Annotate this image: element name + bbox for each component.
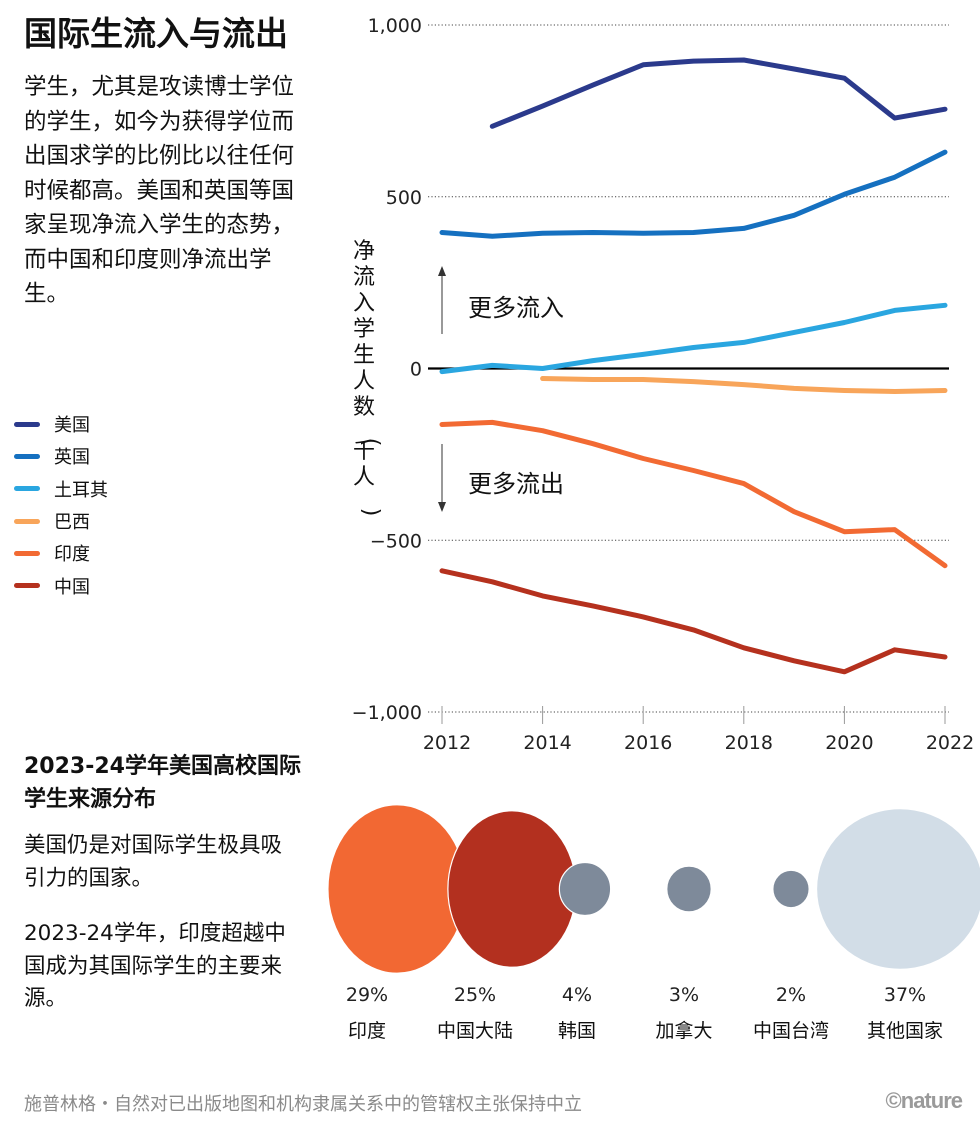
y-tick-label: 1,000	[368, 15, 422, 37]
legend-swatch	[14, 453, 40, 459]
chart-legend: 美国英国土耳其巴西印度中国	[14, 408, 108, 602]
y-tick-labels: 1,000 500 0 −500 −1,000	[352, 15, 422, 724]
y-tick-label: −500	[370, 530, 422, 552]
svg-text:人: 人	[353, 465, 375, 490]
legend-item: 土耳其	[14, 473, 108, 505]
x-tick-labels: 2012 2014 2016 2018 2020 2022	[423, 706, 974, 754]
bubble-韩国	[558, 861, 612, 917]
legend-swatch	[14, 550, 40, 556]
svg-text:数: 数	[353, 395, 375, 420]
bubble-category-label: 韩国	[558, 1020, 596, 1042]
bubble-中国台湾	[772, 869, 810, 909]
intro-text: 学生，尤其是攻读博士学位的学生，如今为获得学位而出国求学的比例比以往任何时候都高…	[24, 74, 295, 307]
legend-label: 美国	[54, 415, 90, 437]
bubble-加拿大	[666, 865, 712, 913]
svg-text:(: (	[358, 438, 383, 447]
svg-text:净: 净	[353, 239, 375, 264]
section-title: 2023-24学年美国高校国际学生来源分布	[24, 754, 301, 812]
y-tick-label: −1,000	[352, 702, 422, 724]
legend-label: 中国	[54, 576, 90, 598]
legend-swatch	[14, 518, 40, 524]
up-arrow-icon	[438, 266, 446, 276]
section-text-1: 美国仍是对国际学生极具吸引力的国家。	[24, 833, 283, 891]
bubble-percent-label: 29%	[346, 984, 388, 1006]
outflow-annotation: 更多流出	[438, 444, 564, 512]
inflow-annotation: 更多流入	[438, 266, 564, 334]
svg-text:人: 人	[353, 369, 375, 394]
legend-swatch	[14, 583, 40, 589]
legend-swatch	[14, 421, 40, 427]
bubble-percent-label: 2%	[776, 984, 806, 1006]
legend-item: 美国	[14, 408, 108, 440]
x-tick-label: 2020	[825, 732, 873, 754]
footer-credit: 施普林格・自然对已出版地图和机构隶属关系中的管辖权主张保持中立	[24, 1094, 582, 1115]
legend-label: 巴西	[54, 512, 90, 534]
down-arrow-icon	[438, 502, 446, 512]
legend-swatch	[14, 486, 40, 492]
y-tick-label: 500	[386, 187, 422, 209]
bubble-其他国家	[815, 808, 980, 970]
series-line-印度	[439, 419, 948, 569]
y-tick-label: 0	[410, 359, 422, 381]
svg-text:): )	[358, 508, 383, 517]
series-line-土耳其	[439, 302, 948, 375]
bubble-category-label: 中国大陆	[437, 1020, 513, 1042]
x-tick-label: 2018	[725, 732, 773, 754]
svg-text:学: 学	[353, 317, 375, 342]
x-tick-label: 2022	[926, 732, 974, 754]
legend-item: 印度	[14, 537, 108, 569]
bubble-category-label: 中国台湾	[753, 1020, 829, 1042]
x-tick-label: 2014	[523, 732, 571, 754]
bubble-percent-label: 25%	[454, 984, 496, 1006]
line-chart: 1,000 500 0 −500 −1,000 2012 2014 2016 2018 2020…	[352, 15, 975, 754]
legend-label: 土耳其	[54, 479, 108, 501]
bubble-chart: 29% 印度 25% 中国大陆 4% 韩国 3% 加拿大 2% 中国台湾 37% 其他国家	[327, 804, 980, 1042]
bubble-中国大陆	[447, 810, 577, 968]
nature-logo: ©nature	[885, 1088, 963, 1113]
outflow-label: 更多流出	[468, 470, 564, 498]
bubble-percent-label: 37%	[884, 984, 926, 1006]
bubble-印度	[327, 804, 467, 974]
legend-label: 印度	[54, 544, 90, 566]
svg-text:千: 千	[353, 439, 375, 464]
bubble-category-label: 印度	[348, 1020, 386, 1042]
legend-item: 中国	[14, 569, 108, 601]
section-text-2: 2023-24学年，印度超越中国成为其国际学生的主要来源。	[24, 921, 286, 1011]
inflow-label: 更多流入	[468, 294, 564, 322]
series-line-美国	[489, 57, 948, 129]
svg-text:入: 入	[353, 291, 375, 316]
legend-item: 英国	[14, 440, 108, 472]
legend-item: 巴西	[14, 505, 108, 537]
page-title: 国际生流入与流出	[24, 14, 288, 53]
legend-label: 英国	[54, 447, 90, 469]
series-line-巴西	[540, 376, 948, 394]
bubble-category-label: 加拿大	[655, 1019, 712, 1042]
bubble-percent-label: 4%	[562, 984, 592, 1006]
x-tick-label: 2012	[423, 732, 471, 754]
series-line-中国	[439, 568, 948, 675]
series-lines	[439, 57, 948, 675]
bubble-category-label: 其他国家	[867, 1020, 943, 1042]
series-line-英国	[439, 149, 948, 239]
x-tick-label: 2016	[624, 732, 672, 754]
svg-text:流: 流	[353, 265, 375, 290]
bubble-percent-label: 3%	[669, 984, 699, 1006]
svg-text:生: 生	[353, 343, 375, 368]
